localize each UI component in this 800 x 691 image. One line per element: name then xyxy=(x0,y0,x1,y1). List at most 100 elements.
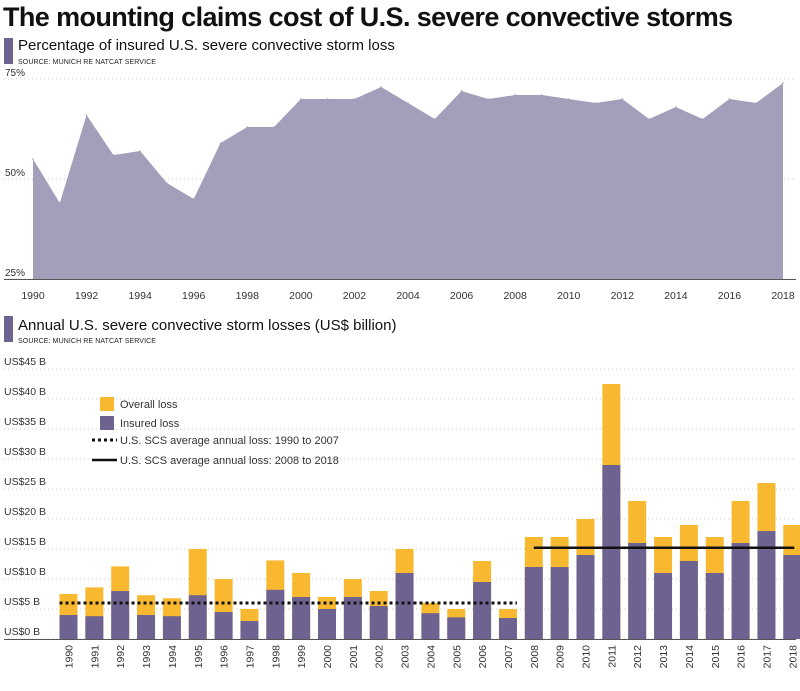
bar-xtick-label: 2004 xyxy=(425,645,437,669)
legend-swatch-overall xyxy=(100,397,114,411)
insured-loss-bar xyxy=(85,616,104,639)
area-xtick-label: 1994 xyxy=(128,290,152,302)
insured-loss-bar xyxy=(240,621,259,639)
bar-ytick-label: US$30 B xyxy=(4,446,46,458)
insured-loss-bar xyxy=(731,543,750,639)
area-point xyxy=(567,98,570,100)
bar-xtick-label: 2014 xyxy=(684,645,696,669)
area-point xyxy=(755,102,758,104)
panel2-marker xyxy=(4,316,13,342)
area-point xyxy=(782,82,784,84)
legend-label-overall: Overall loss xyxy=(120,399,178,411)
area-point xyxy=(219,142,222,144)
insured-loss-bar xyxy=(162,616,181,639)
bar-xtick-label: 1995 xyxy=(193,645,205,669)
area-point xyxy=(460,90,463,92)
area-point xyxy=(112,154,115,156)
area-xtick-label: 1990 xyxy=(21,290,45,302)
area-series xyxy=(33,83,783,279)
legend-label-avg-2008-2018: U.S. SCS average annual loss: 2008 to 20… xyxy=(120,455,339,467)
area-point xyxy=(541,94,543,96)
area-point xyxy=(300,98,302,100)
area-point xyxy=(675,106,677,108)
bar-xtick-label: 2002 xyxy=(374,645,386,669)
insured-loss-bar xyxy=(447,617,466,639)
bar-xtick-label: 1990 xyxy=(64,645,76,669)
bar-chart-source: SOURCE: MUNICH RE NATCAT SERVICE xyxy=(18,338,157,345)
area-ytick-label: 50% xyxy=(5,168,25,179)
insured-loss-bar xyxy=(602,465,621,639)
area-chart-title: Percentage of insured U.S. severe convec… xyxy=(18,37,395,54)
area-chart-source: SOURCE: MUNICH RE NATCAT SERVICE xyxy=(18,59,157,66)
insured-loss-bar xyxy=(369,606,388,639)
insured-loss-bar xyxy=(266,589,285,639)
bar-xtick-label: 2006 xyxy=(477,645,489,669)
area-point xyxy=(701,118,704,120)
area-point xyxy=(514,94,516,96)
bar-xtick-label: 2000 xyxy=(322,645,334,669)
area-xtick-label: 2016 xyxy=(718,290,742,302)
bar-xtick-label: 2018 xyxy=(787,645,799,669)
area-chart: 25% 50% 75% 1990 1992 1994 1996 1998 2000 2002 200… xyxy=(4,68,796,302)
area-point xyxy=(273,126,275,128)
bar-xtick-label: 2013 xyxy=(658,645,670,669)
panel1-marker xyxy=(4,38,13,64)
area-point xyxy=(380,86,383,88)
area-point xyxy=(326,98,329,100)
area-point xyxy=(353,98,356,100)
area-point xyxy=(621,98,624,100)
insured-loss-bar xyxy=(473,582,492,639)
insured-loss-bar xyxy=(705,573,724,639)
area-xtick-label: 2000 xyxy=(289,290,313,302)
bar-ytick-label: US$5 B xyxy=(4,596,40,608)
bar-ytick-label: US$35 B xyxy=(4,416,46,428)
insured-loss-bar xyxy=(292,597,311,639)
bar-xtick-label: 1998 xyxy=(270,645,282,669)
bar-ytick-label: US$20 B xyxy=(4,506,46,518)
area-xtick-label: 2004 xyxy=(396,290,420,302)
bar-xtick-label: 2003 xyxy=(400,645,412,669)
area-point xyxy=(166,182,168,184)
bar-xtick-label: 2015 xyxy=(710,645,722,669)
area-point xyxy=(648,118,650,120)
insured-loss-bar xyxy=(395,573,414,639)
bar-ytick-label: US$25 B xyxy=(4,476,46,488)
bar-chart-title: Annual U.S. severe convective storm loss… xyxy=(18,317,397,334)
bar-xtick-label: 1992 xyxy=(115,645,127,669)
area-xtick-label: 1996 xyxy=(182,290,206,302)
bar-xtick-label: 1996 xyxy=(219,645,231,669)
bar-xtick-label: 2017 xyxy=(761,645,773,669)
insured-loss-bar xyxy=(214,612,233,639)
main-title: The mounting claims cost of U.S. severe … xyxy=(3,2,733,32)
area-xtick-label: 2008 xyxy=(503,290,527,302)
area-point xyxy=(487,98,490,100)
insured-loss-bar xyxy=(498,618,517,639)
insured-loss-bar xyxy=(550,567,569,639)
area-xtick-label: 1998 xyxy=(236,290,260,302)
bar-xtick-label: 2012 xyxy=(632,645,644,669)
bar-xtick-label: 2001 xyxy=(348,645,360,669)
bar-ytick-label: US$0 B xyxy=(4,626,40,638)
bar-xtick-label: 2008 xyxy=(529,645,541,669)
area-point xyxy=(594,102,597,104)
area-point xyxy=(246,126,249,128)
insured-loss-bar xyxy=(628,543,647,639)
bar-xtick-label: 1999 xyxy=(296,645,308,669)
bar-ytick-label: US$45 B xyxy=(4,356,46,368)
insured-loss-bar xyxy=(576,555,595,639)
insured-loss-bar xyxy=(59,615,78,639)
bar-xtick-label: 2011 xyxy=(606,645,618,668)
bar-xtick-label: 2007 xyxy=(503,645,515,669)
bar-ytick-label: US$10 B xyxy=(4,566,46,578)
insured-loss-bar xyxy=(421,613,440,639)
legend-swatch-insured xyxy=(100,416,114,430)
bar-ytick-label: US$40 B xyxy=(4,386,46,398)
insured-loss-bar xyxy=(111,591,130,639)
area-point xyxy=(728,98,731,100)
area-point xyxy=(32,158,34,160)
insured-loss-bar xyxy=(524,567,543,639)
bar-xtick-label: 2010 xyxy=(581,645,593,669)
area-xtick-label: 2002 xyxy=(343,290,367,302)
area-point xyxy=(407,102,409,104)
bar-xtick-label: 1993 xyxy=(141,645,153,669)
